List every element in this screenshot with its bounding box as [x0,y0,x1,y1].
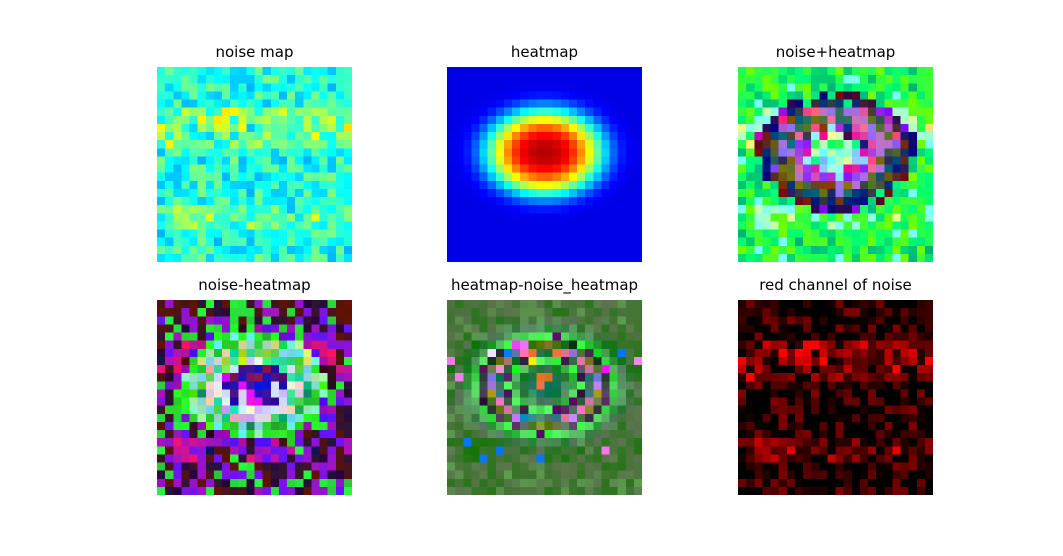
panel-heatmap-minus-noise-heatmap: heatmap-noise_heatmap [447,276,642,495]
panel-heatmap: heatmap [447,43,642,262]
panel-noise-map: noise map [157,43,352,262]
noise-plus-heatmap-image [738,67,933,262]
panel-noise-plus-heatmap: noise+heatmap [738,43,933,262]
panel-red-channel-of-noise: red channel of noise [738,276,933,495]
panel-noise-minus-heatmap: noise-heatmap [157,276,352,495]
heatmap-minus-noise-heatmap-image [447,300,642,495]
heatmap-image [447,67,642,262]
panel-title: noise map [215,43,294,61]
noise-minus-heatmap-image [157,300,352,495]
panel-title: heatmap-noise_heatmap [450,276,639,294]
panel-title: noise-heatmap [198,276,311,294]
noise-map-image [157,67,352,262]
panel-title: heatmap [510,43,579,61]
red-channel-of-noise-image [738,300,933,495]
panel-title: noise+heatmap [775,43,896,61]
panel-title: red channel of noise [759,276,912,294]
